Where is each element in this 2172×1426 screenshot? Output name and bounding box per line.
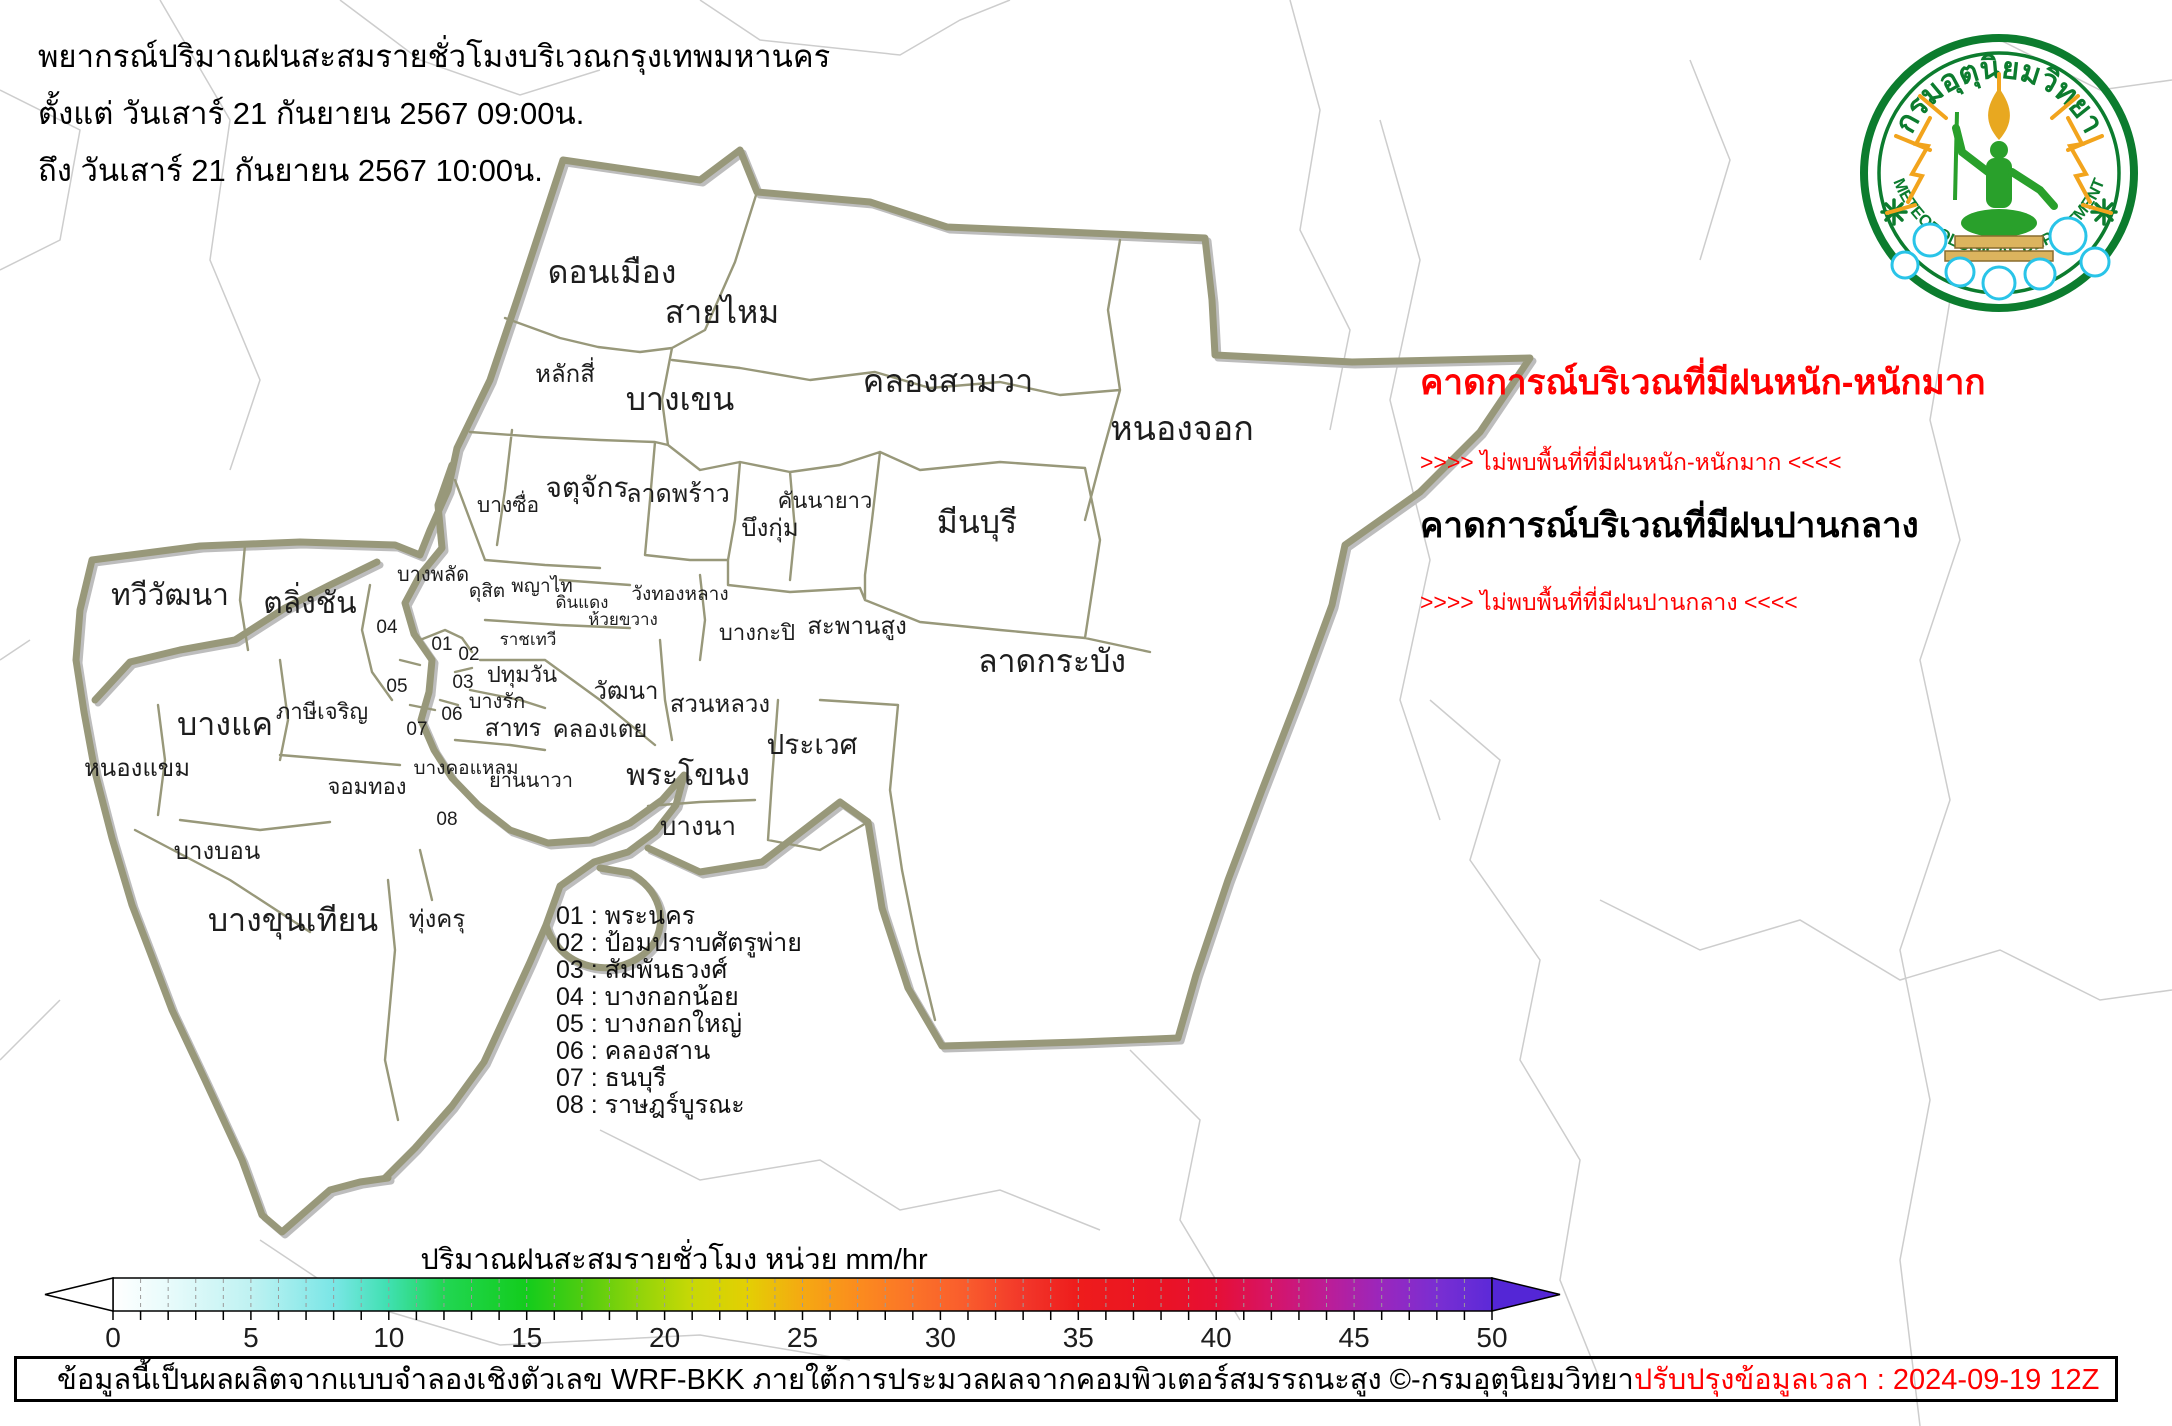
colorbar-tick-label: 15 bbox=[511, 1322, 542, 1353]
district-index-item: 02 : ป้อมปราบศัตรูพ่าย bbox=[556, 929, 802, 957]
district-index-item: 05 : บางกอกใหญ่ bbox=[556, 1010, 743, 1038]
colorbar-tick-label: 50 bbox=[1476, 1322, 1507, 1353]
district-label: ปทุมวัน bbox=[487, 662, 557, 688]
district-label: ราชเทวี bbox=[500, 630, 557, 649]
moderate-rain-panel: คาดการณ์บริเวณที่มีฝนปานกลาง >>>> ไม่พบพ… bbox=[1420, 498, 1919, 621]
district-index-list: 01 : พระนคร 02 : ป้อมปราบศัตรูพ่าย 03 : สั… bbox=[556, 903, 802, 1119]
colorbar-tick-label: 20 bbox=[649, 1322, 680, 1353]
district-label: สะพานสูง bbox=[807, 613, 907, 641]
district-label: ดินแดง bbox=[556, 593, 609, 612]
logo-rays bbox=[1885, 72, 2113, 215]
district-label: 02 bbox=[458, 644, 479, 665]
district-label: ทุ่งครุ bbox=[409, 906, 466, 934]
district-label: มีนบุรี bbox=[937, 504, 1017, 542]
district-label: บางบอน bbox=[174, 838, 260, 865]
logo-outer-ring bbox=[1860, 34, 2138, 312]
district-index-item: 08 : ราษฎร์บูรณะ bbox=[556, 1091, 745, 1119]
district-label: สาทร bbox=[485, 715, 542, 742]
district-label: 08 bbox=[436, 809, 457, 830]
colorbar-tick-label: 25 bbox=[787, 1322, 818, 1353]
moderate-rain-detail: >>>> ไม่พบพื้นที่ที่มีฝนปานกลาง <<<< bbox=[1420, 589, 1798, 615]
district-label: ตลิ่งชัน bbox=[263, 582, 356, 620]
district-label: คันนายาว bbox=[778, 488, 873, 513]
district-label: บางพลัด bbox=[397, 564, 469, 586]
district-label: บางคอแหลม bbox=[413, 758, 518, 779]
colorbar-tick-label: 30 bbox=[925, 1322, 956, 1353]
district-label: หนองจอก bbox=[1110, 410, 1254, 448]
district-label: บางนา bbox=[660, 811, 736, 841]
district-label: ประเวศ bbox=[767, 729, 858, 760]
rainfall-colorbar: 0 5 10 15 20 25 30 35 40 45 50 bbox=[44, 1277, 1561, 1353]
district-label: จตุจักร bbox=[546, 472, 629, 505]
district-index-item: 01 : พระนคร bbox=[556, 902, 696, 930]
colorbar-tick-label: 10 bbox=[373, 1322, 404, 1353]
district-label: หลักสี่ bbox=[535, 357, 595, 388]
district-label: บางขุนเทียน bbox=[208, 902, 378, 940]
district-label: วังทองหลาง bbox=[631, 584, 728, 605]
district-label: พระโขนง bbox=[626, 757, 750, 792]
district-label: ดุสิต bbox=[469, 581, 505, 603]
district-label: คลองสามวา bbox=[863, 363, 1033, 399]
page-title: พยากรณ์ปริมาณฝนสะสมรายชั่วโมงบริเวณกรุงเ… bbox=[38, 39, 831, 74]
period-end: ถึง วันเสาร์ 21 กันยายน 2567 10:00น. bbox=[38, 153, 543, 188]
district-index-item: 06 : คลองสาน bbox=[556, 1037, 711, 1065]
title-block: พยากรณ์ปริมาณฝนสะสมรายชั่วโมงบริเวณกรุงเ… bbox=[38, 28, 830, 199]
district-label: บางรัก bbox=[469, 691, 526, 713]
district-label: บางแค bbox=[177, 706, 273, 742]
district-label: บึงกุ่ม bbox=[741, 515, 798, 543]
footer-bar: ข้อมูลนี้เป็นผลผลิตจากแบบจำลองเชิงตัวเลข… bbox=[14, 1356, 2118, 1402]
colorbar-tick-label: 45 bbox=[1339, 1322, 1370, 1353]
district-label: สายไหม bbox=[665, 294, 780, 330]
moderate-rain-heading: คาดการณ์บริเวณที่มีฝนปานกลาง bbox=[1420, 506, 1919, 545]
footer-source-text: ข้อมูลนี้เป็นผลผลิตจากแบบจำลองเชิงตัวเลข… bbox=[57, 1364, 1634, 1396]
district-label: 01 bbox=[431, 634, 452, 655]
district-label: พญาไท bbox=[511, 575, 572, 597]
district-label: คลองเตย bbox=[553, 716, 648, 743]
district-label: จอมทอง bbox=[327, 774, 406, 799]
heavy-rain-detail: >>>> ไม่พบพื้นที่ที่มีฝนหนัก-หนักมาก <<<… bbox=[1420, 449, 1842, 475]
district-label: วัฒนา bbox=[593, 678, 658, 705]
district-label: บางกะปิ bbox=[719, 620, 795, 645]
logo-deity-figure bbox=[1944, 88, 2058, 262]
heavy-rain-heading: คาดการณ์บริเวณที่มีฝนหนัก-หนักมาก bbox=[1420, 363, 1986, 402]
heavy-rain-panel: คาดการณ์บริเวณที่มีฝนหนัก-หนักมาก >>>> ไ… bbox=[1420, 355, 1986, 481]
colorbar-title: ปริมาณฝนสะสมรายชั่วโมง หน่วย mm/hr bbox=[420, 1244, 928, 1276]
colorbar-left-arrow bbox=[44, 1277, 114, 1312]
colorbar-tick-label: 35 bbox=[1063, 1322, 1094, 1353]
district-label: 07 bbox=[406, 719, 427, 740]
footer-update-time: ปรับปรุงข้อมูลเวลา : 2024-09-19 12Z bbox=[1633, 1364, 2100, 1396]
district-label: ดอนเมือง bbox=[548, 254, 677, 290]
colorbar-tick-label: 0 bbox=[105, 1322, 121, 1353]
chao-phraya-river bbox=[381, 461, 688, 1182]
colorbar-right-arrow bbox=[1491, 1277, 1561, 1312]
district-boundaries bbox=[133, 190, 1152, 1122]
district-label: บางเขน bbox=[626, 381, 735, 417]
district-label: สวนหลวง bbox=[670, 691, 770, 718]
district-label: 06 bbox=[441, 704, 462, 725]
district-index-item: 07 : ธนบุรี bbox=[556, 1064, 667, 1092]
bangkok-outer-boundary bbox=[72, 146, 1534, 1236]
period-start: ตั้งแต่ วันเสาร์ 21 กันยายน 2567 09:00น. bbox=[38, 96, 585, 131]
district-label: ยานนาวา bbox=[489, 770, 573, 792]
colorbar-tick-label: 40 bbox=[1201, 1322, 1232, 1353]
district-label: 05 bbox=[386, 676, 407, 697]
logo-clouds bbox=[1890, 216, 2111, 301]
district-index-item: 04 : บางกอกน้อย bbox=[556, 983, 739, 1011]
district-index-item: 03 : สัมพันธวงศ์ bbox=[556, 956, 728, 984]
district-label: ลาดกระบัง bbox=[978, 643, 1126, 679]
district-label: 04 bbox=[376, 617, 398, 638]
district-label: ห้วยขวาง bbox=[588, 610, 658, 629]
district-label: ภาษีเจริญ bbox=[276, 699, 368, 724]
district-label: 03 bbox=[452, 672, 473, 693]
colorbar-tick-label: 5 bbox=[243, 1322, 259, 1353]
district-label: ลาดพร้าว bbox=[626, 480, 730, 508]
district-label: หนองแขม bbox=[84, 755, 190, 782]
district-label: บางซื่อ bbox=[477, 490, 539, 517]
district-label: ทวีวัฒนา bbox=[111, 579, 229, 612]
